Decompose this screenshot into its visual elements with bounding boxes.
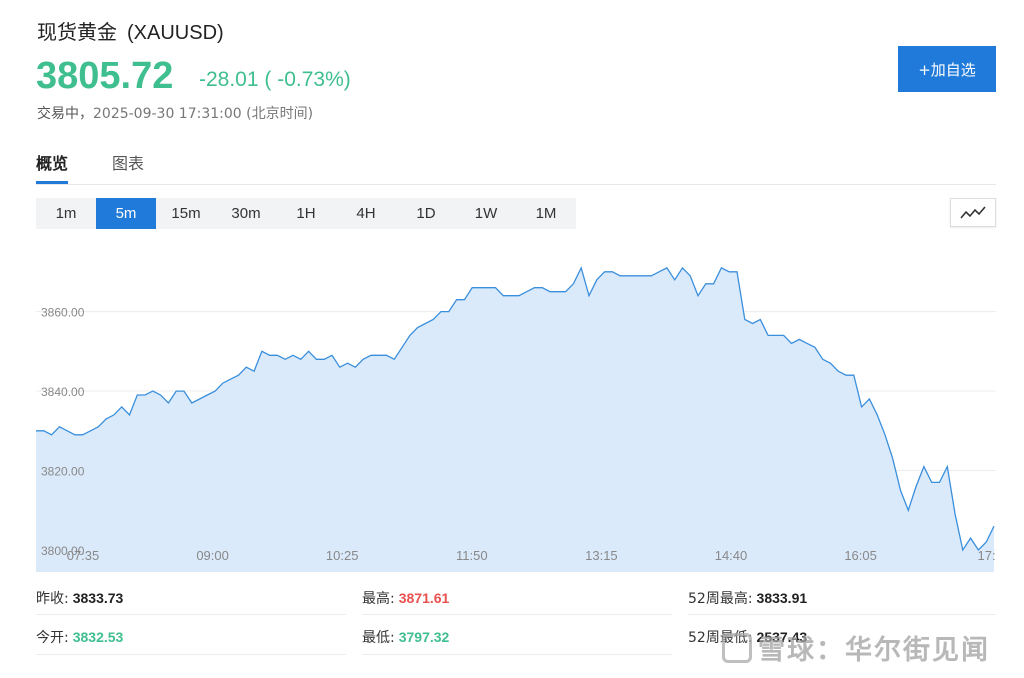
stat-value: 3797.32 — [398, 629, 450, 645]
stat-label: 52周最高: — [688, 591, 753, 607]
x-tick-label: 09:00 — [196, 548, 229, 563]
watermark: 雪球：华尔街见闻 — [722, 628, 990, 667]
period-30m[interactable]: 30m — [231, 205, 261, 222]
tab-divider — [36, 184, 996, 185]
stat-label: 今开: — [36, 630, 69, 646]
y-tick-label: 3820.00 — [41, 465, 85, 479]
period-1m[interactable]: 1m — [55, 205, 77, 222]
stat-value: 3871.61 — [398, 590, 450, 606]
stat-value: 3832.53 — [72, 629, 124, 645]
period-1mo[interactable]: 1M — [535, 205, 557, 222]
tab-overview[interactable]: 概览 — [36, 150, 69, 184]
price-area — [36, 267, 994, 572]
y-tick-label: 3860.00 — [41, 306, 85, 320]
stat-value: 2537.43 — [756, 629, 808, 645]
line-chart-icon — [960, 205, 986, 219]
period-1d[interactable]: 1D — [416, 205, 436, 222]
stat-open: 今开: 3832.53 — [36, 627, 123, 647]
snowball-logo-icon — [722, 632, 752, 663]
instrument-code: (XAUUSD) — [127, 22, 224, 44]
x-tick-label: 14:40 — [715, 548, 748, 563]
stat-label: 最高: — [362, 591, 395, 607]
row-divider — [688, 614, 996, 615]
price-change: -28.01 ( -0.73%) — [199, 68, 351, 91]
stat-52w-high: 52周最高: 3833.91 — [688, 588, 807, 608]
y-tick-label: 3840.00 — [41, 385, 85, 399]
row-divider — [362, 654, 672, 655]
stat-high: 最高: 3871.61 — [362, 588, 449, 608]
stat-label: 最低: — [362, 630, 395, 646]
period-4h[interactable]: 4H — [356, 205, 376, 222]
x-tick-label: 17:3 — [978, 548, 996, 563]
x-tick-label: 11:50 — [456, 548, 488, 563]
price-line — [36, 266, 995, 552]
status-timezone: (北京时间) — [246, 106, 314, 122]
stat-value: 3833.91 — [756, 590, 808, 606]
period-5m[interactable]: 5m — [96, 198, 156, 229]
period-selector: 1m 5m 15m 30m 1H 4H 1D 1W 1M — [36, 198, 576, 229]
status-datetime: 2025-09-30 17:31:00 — [93, 106, 242, 122]
period-1w[interactable]: 1W — [474, 205, 498, 222]
x-tick-label: 13:15 — [585, 548, 618, 563]
row-divider — [36, 654, 346, 655]
period-15m[interactable]: 15m — [171, 205, 201, 222]
instrument-name: 现货黄金 — [37, 20, 117, 44]
x-tick-label: 10:25 — [326, 548, 359, 563]
x-tick-label: 16:05 — [844, 548, 877, 563]
chart-type-button[interactable] — [950, 198, 996, 227]
status-text: 交易中， — [37, 106, 93, 122]
x-tick-label: 07:35 — [67, 548, 100, 563]
instrument-title: 现货黄金 (XAUUSD) — [37, 16, 224, 45]
add-to-watchlist-button[interactable]: +加自选 — [898, 46, 996, 92]
row-divider — [36, 614, 346, 615]
stat-prev-close: 昨收: 3833.73 — [36, 588, 123, 608]
y-tick-label: 3800.00 — [41, 544, 85, 558]
tab-bar: 概览 图表 — [36, 150, 188, 184]
stat-low: 最低: 3797.32 — [362, 627, 449, 647]
period-1h[interactable]: 1H — [296, 205, 316, 222]
price-chart[interactable]: 3800.00 3820.00 3840.00 3860.00 07:35 09:00 10… — [36, 240, 996, 572]
watermark-text: 雪球：华尔街见闻 — [758, 635, 990, 666]
trading-status: 交易中，2025-09-30 17:31:00 (北京时间) — [37, 103, 313, 123]
row-divider — [362, 614, 672, 615]
stat-label: 昨收: — [36, 591, 69, 607]
stat-value: 3833.73 — [72, 590, 124, 606]
current-price: 3805.72 — [36, 55, 174, 97]
tab-chart[interactable]: 图表 — [112, 154, 145, 173]
